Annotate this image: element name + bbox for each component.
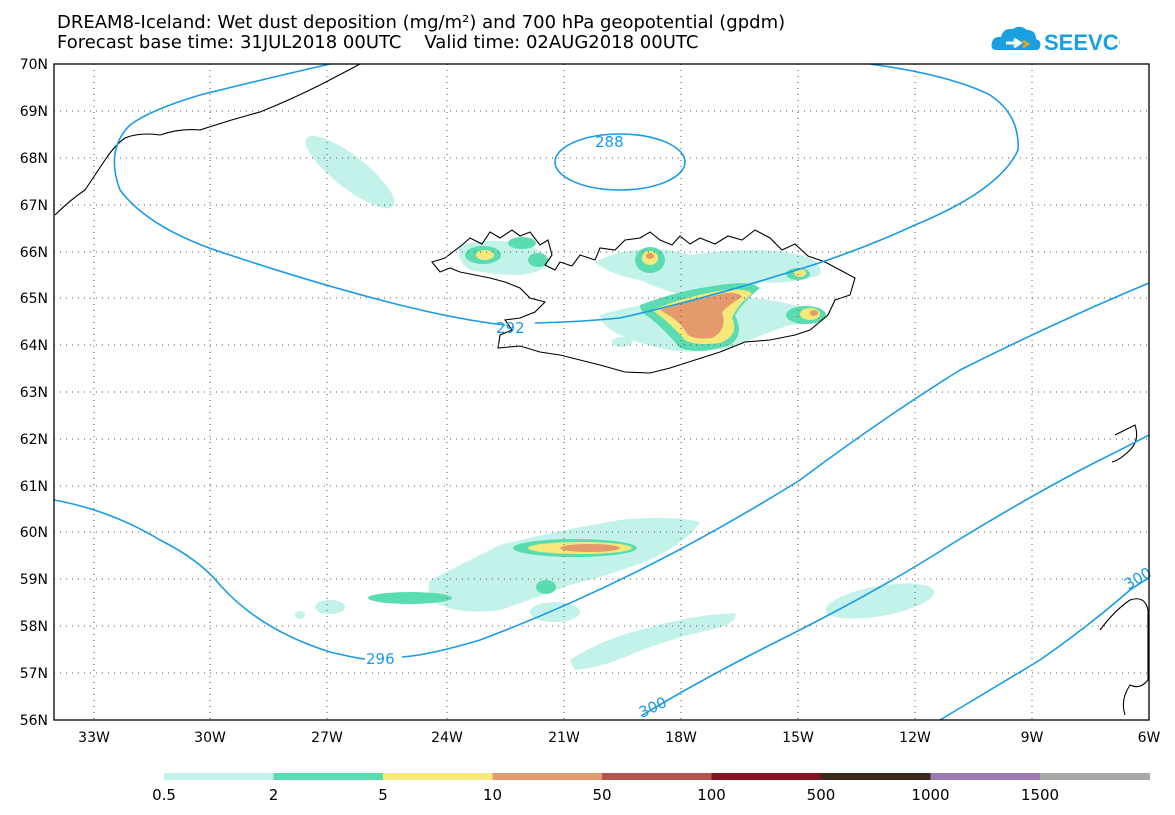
- lat-label: 66N: [20, 245, 48, 261]
- graticule: [54, 64, 1149, 720]
- seevccc-logo: SEEVCCC: [991, 26, 1120, 55]
- colorbar-label: 10: [483, 786, 502, 804]
- colorbar-segment: [164, 773, 274, 780]
- contour-label: 292: [496, 319, 525, 337]
- lon-label: 15W: [782, 730, 814, 746]
- lat-label: 61N: [20, 479, 48, 495]
- colorbar-label: 5: [378, 786, 388, 804]
- lon-label: 18W: [665, 730, 697, 746]
- lat-label: 67N: [20, 198, 48, 214]
- lat-label: 60N: [20, 525, 48, 541]
- lat-label: 63N: [20, 385, 48, 401]
- colorbar-label: 500: [807, 786, 836, 804]
- longitude-labels: 33W 30W 27W 24W 21W 18W 15W 12W 9W 6W: [78, 730, 1160, 746]
- colorbar-segment: [383, 773, 493, 780]
- colorbar-label: 100: [697, 786, 726, 804]
- lat-label: 62N: [20, 432, 48, 448]
- map-title: DREAM8-Iceland: Wet dust deposition (mg/…: [57, 12, 786, 33]
- colorbar-segment: [1040, 773, 1150, 780]
- colorbar-label: 2: [269, 786, 279, 804]
- cloud-icon: [991, 26, 1041, 51]
- logo-text: SEEVCCC: [1044, 30, 1120, 55]
- geopotential-contours: [53, 63, 1150, 721]
- lat-label: 68N: [20, 151, 48, 167]
- lat-label: 58N: [20, 619, 48, 635]
- colorbar-segment: [821, 773, 931, 780]
- lon-label: 30W: [194, 730, 226, 746]
- map-subtitle: Forecast base time: 31JUL2018 00UTC Vali…: [57, 32, 699, 53]
- lat-label: 56N: [20, 713, 48, 729]
- colorbar-segment: [711, 773, 822, 780]
- lon-label: 24W: [431, 730, 463, 746]
- colorbar-label: 50: [592, 786, 611, 804]
- colorbar-label: 1000: [911, 786, 949, 804]
- lon-label: 21W: [548, 730, 580, 746]
- lon-label: 33W: [78, 730, 110, 746]
- lat-label: 59N: [20, 572, 48, 588]
- deposition-field: [295, 135, 935, 670]
- lon-label: 27W: [311, 730, 343, 746]
- latitude-labels: 70N 69N 68N 67N 66N 65N 64N 63N 62N 61N …: [20, 57, 48, 729]
- colorbar: 0.5 2 5 10 50 100 500 1000 1500: [152, 773, 1150, 804]
- lat-label: 65N: [20, 291, 48, 307]
- lon-label: 6W: [1138, 730, 1161, 746]
- colorbar-segment: [930, 773, 1041, 780]
- colorbar-label: 1500: [1021, 786, 1059, 804]
- colorbar-segment: [492, 773, 603, 780]
- colorbar-segment: [602, 773, 712, 780]
- plot-frame: [53, 63, 1150, 721]
- colorbar-segment: [273, 773, 384, 780]
- lat-label: 64N: [20, 338, 48, 354]
- contour-label: 296: [366, 650, 395, 668]
- colorbar-label: 0.5: [152, 786, 176, 804]
- lat-label: 69N: [20, 104, 48, 120]
- coastline: [54, 63, 1149, 716]
- lat-label: 57N: [20, 666, 48, 682]
- lon-label: 9W: [1021, 730, 1044, 746]
- lat-label: 70N: [20, 57, 48, 73]
- contour-label: 288: [595, 133, 624, 151]
- lon-label: 12W: [899, 730, 931, 746]
